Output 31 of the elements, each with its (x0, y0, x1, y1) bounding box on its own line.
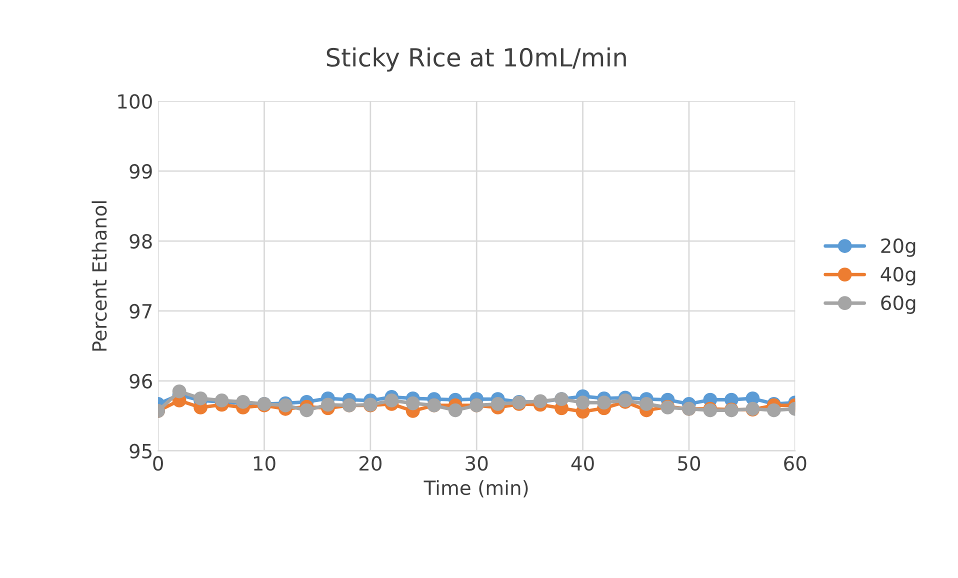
x-tick-label: 20 (359, 456, 382, 471)
point (766, 403, 781, 418)
point (384, 394, 399, 408)
point (321, 398, 335, 412)
point (300, 403, 314, 418)
y-tick-label: 97 (130, 304, 152, 319)
point (448, 403, 462, 418)
point (640, 397, 654, 411)
y-tick-label: 96 (130, 374, 152, 389)
point (576, 396, 590, 410)
x-tick-label: 50 (678, 456, 700, 471)
point (490, 397, 505, 411)
point (597, 396, 611, 410)
x-tick-label: 60 (784, 456, 806, 471)
point (172, 384, 186, 398)
x-tick-label: 30 (466, 456, 488, 471)
y-tick-label: 99 (130, 164, 152, 179)
y-axis-title: Percent Ethanol (92, 201, 107, 351)
legend-label: 40g (880, 266, 916, 286)
x-axis-title: Time (min) (424, 480, 528, 498)
x-tick-label: 0 (153, 456, 163, 471)
legend-label: 20g (881, 238, 916, 257)
legend-label: 60g (881, 295, 916, 314)
x-tick-label: 10 (254, 456, 276, 471)
y-tick-label: 100 (118, 94, 152, 109)
y-tick-label: 95 (130, 444, 152, 459)
chart-title: Sticky Rice at 10mL/min (326, 47, 626, 72)
x-tick-label: 40 (571, 456, 594, 471)
point (194, 391, 208, 406)
point (406, 396, 420, 410)
y-tick-label: 98 (130, 234, 152, 249)
